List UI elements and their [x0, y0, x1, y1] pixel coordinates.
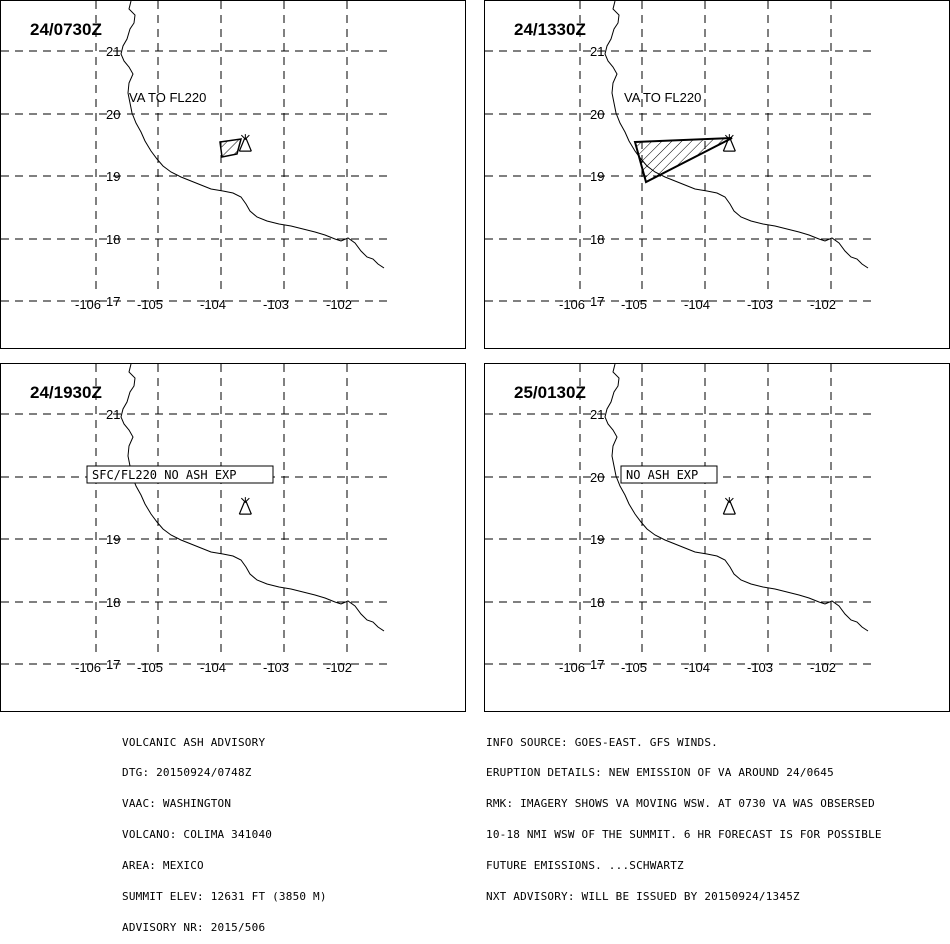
longitude-label: -105 [621, 297, 647, 312]
longitude-label: -104 [200, 297, 226, 312]
panel-time-label: 24/1330Z [514, 20, 586, 39]
longitude-label: -104 [684, 660, 710, 675]
latitude-label: 17 [106, 657, 120, 672]
longitude-label: -106 [75, 297, 101, 312]
longitude-label: -105 [621, 660, 647, 675]
longitude-label: -102 [810, 297, 836, 312]
advisory-dtg: DTG: 20150924/0748Z [122, 766, 252, 780]
map-panel-p2: 21 20 19 18 17 -106 -105 -104 -103 -102 24/1330Z VA… [484, 0, 950, 349]
latitude-label: 19 [590, 532, 604, 547]
map-canvas: 21 20 19 18 17 -106 -105 -104 -103 -102 24/0730Z VA… [1, 1, 393, 312]
latitude-label: 18 [106, 595, 120, 610]
longitude-label: -105 [137, 660, 163, 675]
map-panel-p1: 21 20 19 18 17 -106 -105 -104 -103 -102 24/0730Z VA… [0, 0, 466, 349]
ash-height-annotation: VA TO FL220 [129, 90, 206, 105]
latitude-label: 18 [590, 232, 604, 247]
volcano-icon [238, 497, 252, 515]
panel-time-label: 25/0130Z [514, 383, 586, 402]
advisory-info-source: INFO SOURCE: GOES-EAST. GFS WINDS. [486, 735, 718, 749]
advisory-area: AREA: MEXICO [122, 859, 204, 873]
longitude-label: -102 [326, 297, 352, 312]
annotation-box [86, 465, 274, 484]
coastline [120, 364, 385, 632]
longitude-label: -106 [75, 660, 101, 675]
advisory-remark-3: FUTURE EMISSIONS. ...SCHWARTZ [486, 859, 684, 873]
map-canvas: 21 20 19 18 17 -106 -105 -104 -103 -102 25/0130Z NO… [485, 364, 877, 675]
advisory-vaac: VAAC: WASHINGTON [122, 797, 232, 811]
no-ash-annotation: SFC/FL220 NO ASH EXP [92, 468, 237, 482]
panel-time-label: 24/1930Z [30, 383, 102, 402]
volcano-icon [722, 134, 736, 152]
longitude-label: -103 [263, 660, 289, 675]
coastline [604, 1, 869, 269]
longitude-label: -106 [559, 660, 585, 675]
advisory-next: NXT ADVISORY: WILL BE ISSUED BY 20150924… [486, 890, 800, 904]
longitude-label: -103 [263, 297, 289, 312]
map-panel-p3: 2120191817-106-105-104-103-10224/1930ZSF… [0, 363, 466, 712]
annotation-box [620, 465, 718, 484]
advisory-number: ADVISORY NR: 2015/506 [122, 920, 266, 934]
latitude-label: 20 [590, 470, 604, 485]
latitude-label: 21 [106, 407, 120, 422]
no-ash-annotation: NO ASH EXP [626, 468, 698, 482]
advisory-details-block: INFO SOURCE: GOES-EAST. GFS WINDS. ERUPT… [486, 717, 882, 913]
latitude-label: 19 [106, 169, 120, 184]
longitude-label: -103 [747, 297, 773, 312]
longitude-label: -102 [810, 660, 836, 675]
volcano-icon [238, 134, 252, 152]
longitude-label: -103 [747, 660, 773, 675]
advisory-summit-elev: SUMMIT ELEV: 12631 FT (3850 M) [122, 890, 327, 904]
coastline [120, 1, 385, 269]
advisory-eruption-details: ERUPTION DETAILS: NEW EMISSION OF VA ARO… [486, 766, 834, 780]
latitude-label: 21 [590, 44, 604, 59]
longitude-label: -104 [200, 660, 226, 675]
latitude-label: 18 [590, 595, 604, 610]
latitude-label: 17 [590, 294, 604, 309]
advisory-remark-1: RMK: IMAGERY SHOWS VA MOVING WSW. AT 073… [486, 797, 875, 811]
latitude-label: 20 [590, 107, 604, 122]
ash-height-annotation: VA TO FL220 [624, 90, 701, 105]
map-canvas: 21 20 19 18 17 -106 -105 -104 -103 -102 24/1330Z VA… [485, 1, 877, 312]
advisory-remark-2: 10-18 NMI WSW OF THE SUMMIT. 6 HR FORECA… [486, 828, 882, 842]
advisory-header-block: VOLCANIC ASH ADVISORY DTG: 20150924/0748… [122, 717, 327, 944]
map-canvas: 2120191817-106-105-104-103-10224/1930ZSF… [1, 364, 393, 675]
volcano-icon [722, 497, 736, 515]
longitude-label: -102 [326, 660, 352, 675]
longitude-label: -106 [559, 297, 585, 312]
latitude-label: 21 [590, 407, 604, 422]
ash-area-polygon [633, 137, 733, 184]
ash-area-polygon [219, 138, 243, 158]
advisory-title: VOLCANIC ASH ADVISORY [122, 735, 266, 749]
latitude-label: 17 [106, 294, 120, 309]
latitude-label: 19 [106, 532, 120, 547]
advisory-volcano: VOLCANO: COLIMA 341040 [122, 828, 273, 842]
latitude-label: 21 [106, 44, 120, 59]
longitude-label: -104 [684, 297, 710, 312]
map-panel-p4: 21 20 19 18 17 -106 -105 -104 -103 -102 25/0130Z NO… [484, 363, 950, 712]
latitude-label: 20 [106, 107, 120, 122]
coastline [604, 364, 869, 632]
latitude-label: 17 [590, 657, 604, 672]
latitude-label: 18 [106, 232, 120, 247]
longitude-label: -105 [137, 297, 163, 312]
latitude-label: 19 [590, 169, 604, 184]
panel-time-label: 24/0730Z [30, 20, 102, 39]
